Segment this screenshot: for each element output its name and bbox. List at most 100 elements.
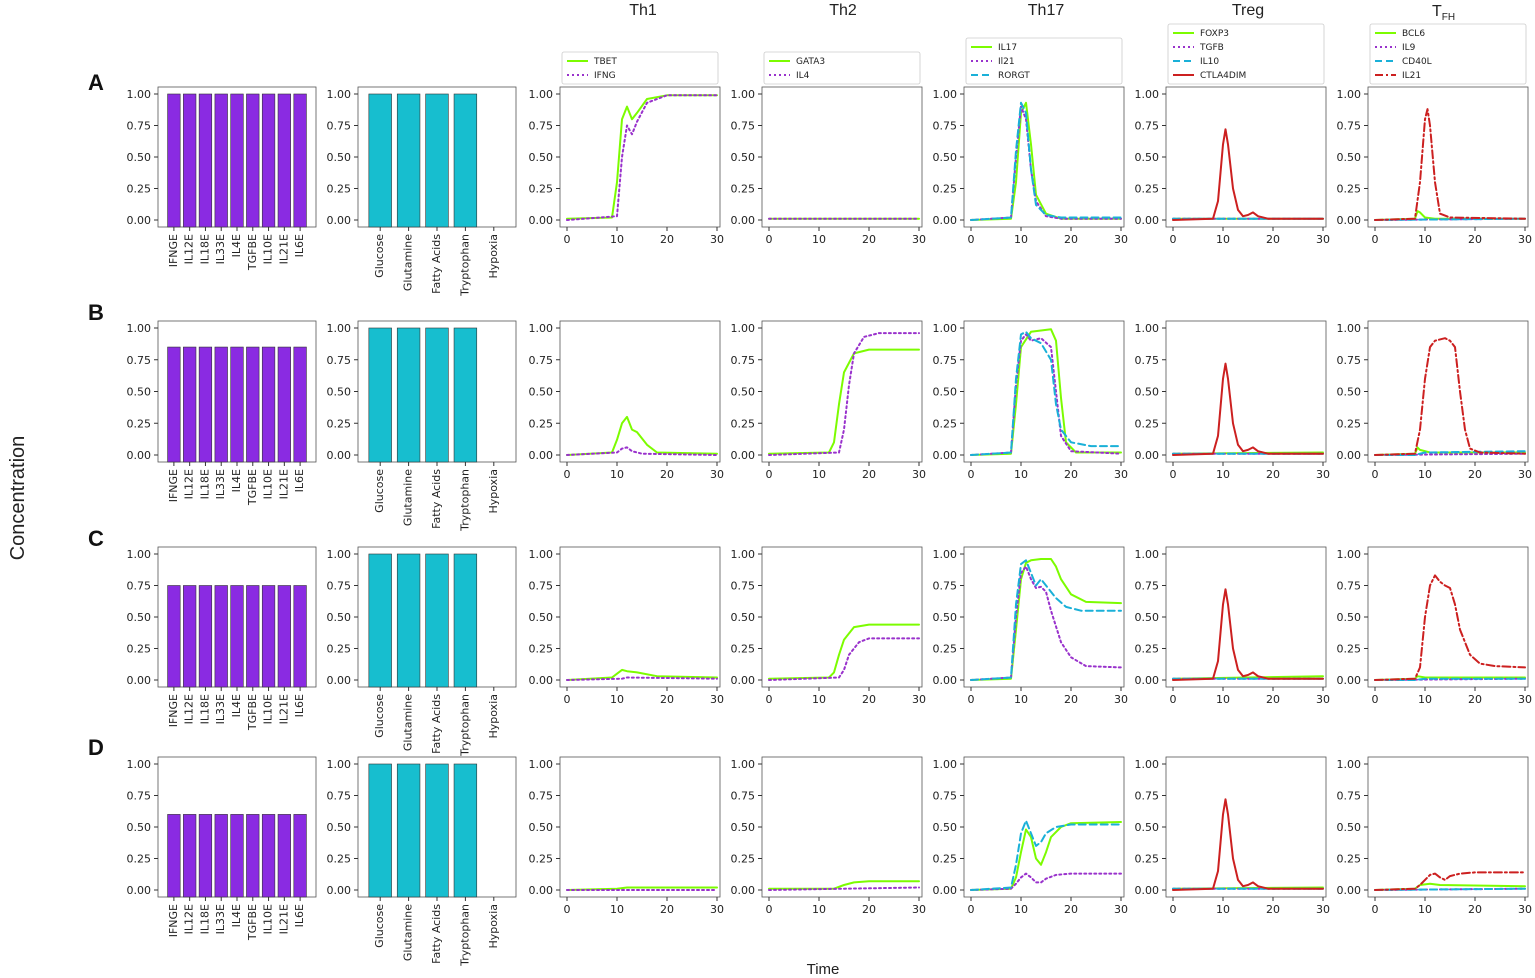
legend-th17: IL17 Il21 RORGT (965, 37, 1123, 85)
series-line-il4 (768, 637, 920, 681)
timecourse-ytick-label: 1.00 (529, 88, 554, 101)
metabolite-ytick-label: 0.25 (327, 417, 352, 430)
column-title-th1: Th1 (629, 2, 657, 19)
legend-label: BCL6 (1402, 29, 1425, 39)
metabolite-ytick-label: 1.00 (327, 322, 352, 335)
timecourse-xtick-label: 10 (610, 233, 624, 246)
cytokine-bar (230, 814, 244, 898)
cytokine-xtick-label: IL33E (214, 904, 227, 934)
series-line-ctla4dim (1172, 362, 1324, 456)
timecourse-plot-treg: 0.00 0.25 0.50 0.75 1.00 0 10 20 30 (1135, 546, 1330, 706)
timecourse-plot-frame (559, 756, 721, 898)
timecourse-plot-th1: 0.00 0.25 0.50 0.75 1.00 0 10 20 30 (529, 546, 724, 706)
timecourse-ytick-label: 0.25 (1135, 183, 1160, 196)
series-line-il4 (768, 332, 920, 456)
cytokine-xtick-label: TGFBE (246, 469, 259, 506)
cytokine-ytick-label: 1.00 (127, 88, 152, 101)
cytokine-xtick-label: IL10E (262, 234, 275, 264)
timecourse-ytick-label: 0.25 (1135, 643, 1160, 656)
timecourse-ytick-label: 1.00 (933, 548, 958, 561)
timecourse-xtick-label: 10 (1014, 233, 1028, 246)
series-line-ctla4dim (1172, 798, 1324, 891)
timecourse-ytick-label: 0.75 (1337, 580, 1362, 593)
timecourse-xtick-label: 0 (766, 233, 773, 246)
series-line-gata3 (768, 623, 920, 680)
timecourse-ytick-label: 0.25 (1337, 853, 1362, 866)
series-line-gata3 (768, 348, 920, 455)
timecourse-ytick-label: 0.50 (731, 821, 756, 834)
timecourse-ytick-label: 0.25 (1337, 183, 1362, 196)
timecourse-plot-th2: 0.00 0.25 0.50 0.75 1.00 0 10 20 30 (731, 320, 926, 481)
legend-label: Il21 (998, 57, 1015, 67)
series-line-rorgt (970, 559, 1122, 681)
timecourse-xtick-label: 20 (862, 903, 876, 916)
timecourse-xtick-label: 20 (1266, 233, 1280, 246)
series-line-ifng (566, 446, 718, 456)
legend-label: CD40L (1402, 57, 1432, 67)
legend-label: TGFB (1199, 43, 1224, 53)
metabolite-xtick-label: Glucose (373, 904, 386, 948)
metabolite-bar (396, 763, 421, 898)
metabolite-xtick-label: Hypoxia (487, 469, 500, 513)
timecourse-xtick-label: 10 (1014, 693, 1028, 706)
timecourse-ytick-label: 0.75 (529, 354, 554, 367)
timecourse-ytick-label: 0.25 (933, 643, 958, 656)
timecourse-ytick-label: 0.00 (731, 214, 756, 227)
timecourse-xtick-label: 30 (1316, 468, 1330, 481)
timecourse-xtick-label: 0 (1372, 468, 1379, 481)
x-axis-label: Time (807, 961, 840, 978)
cytokine-xtick-label: IL33E (214, 469, 227, 499)
cytokine-bar (293, 814, 307, 898)
timecourse-ytick-label: 0.00 (529, 449, 554, 462)
timecourse-xtick-label: 20 (660, 903, 674, 916)
timecourse-ytick-label: 1.00 (1135, 758, 1160, 771)
timecourse-xtick-label: 10 (1014, 903, 1028, 916)
timecourse-ytick-label: 0.25 (1135, 417, 1160, 430)
legend-label: GATA3 (796, 57, 825, 67)
timecourse-ytick-label: 0.25 (731, 643, 756, 656)
metabolite-xtick-label: Hypoxia (487, 234, 500, 278)
cytokine-bar (293, 585, 307, 688)
timecourse-xtick-label: 20 (1468, 468, 1482, 481)
cytokine-bar (230, 93, 244, 228)
series-line-il21 (970, 872, 1122, 891)
cytokine-xtick-label: IFNGE (167, 694, 180, 727)
series-line-rorgt (970, 101, 1122, 221)
timecourse-xtick-label: 0 (968, 903, 975, 916)
timecourse-ytick-label: 1.00 (731, 548, 756, 561)
legend-th2: GATA3 IL4 (763, 51, 921, 85)
timecourse-ytick-label: 0.00 (1135, 449, 1160, 462)
metabolite-ytick-label: 0.00 (327, 449, 352, 462)
cytokine-ytick-label: 0.75 (127, 790, 152, 803)
metabolite-ytick-label: 0.00 (327, 674, 352, 687)
timecourse-plot-th1: 0.00 0.25 0.50 0.75 1.00 0 10 20 30 (529, 756, 724, 916)
timecourse-plot-treg: 0.00 0.25 0.50 0.75 1.00 0 10 20 30 (1135, 86, 1330, 246)
legend-label: IL17 (998, 43, 1017, 53)
series-line-ifng (566, 94, 718, 221)
timecourse-xtick-label: 0 (1372, 693, 1379, 706)
timecourse-ytick-label: 0.50 (933, 386, 958, 399)
metabolite-ytick-label: 0.25 (327, 183, 352, 196)
cytokine-bar (214, 346, 228, 463)
timecourse-ytick-label: 1.00 (933, 88, 958, 101)
legend-label: FOXP3 (1200, 29, 1229, 39)
timecourse-plot-th17: 0.00 0.25 0.50 0.75 1.00 0 10 20 30 (933, 546, 1128, 706)
timecourse-xtick-label: 20 (1064, 233, 1078, 246)
cytokine-bar (167, 93, 181, 228)
cytokine-ytick-label: 0.25 (127, 643, 152, 656)
timecourse-xtick-label: 0 (1372, 903, 1379, 916)
timecourse-plot-frame (1165, 546, 1327, 688)
cytokine-bar (261, 585, 276, 688)
cytokine-bar (230, 585, 244, 688)
cytokine-bar (198, 93, 213, 228)
timecourse-xtick-label: 10 (1216, 468, 1230, 481)
timecourse-xtick-label: 30 (1518, 468, 1532, 481)
timecourse-plot-frame (963, 320, 1125, 463)
timecourse-plot-frame (559, 546, 721, 688)
timecourse-ytick-label: 0.75 (1135, 354, 1160, 367)
column-title-th2: Th2 (829, 2, 857, 19)
timecourse-plot-frame (761, 546, 923, 688)
timecourse-xtick-label: 30 (1316, 233, 1330, 246)
series-line-cd40l (1374, 677, 1526, 681)
metabolite-bar (425, 93, 449, 228)
